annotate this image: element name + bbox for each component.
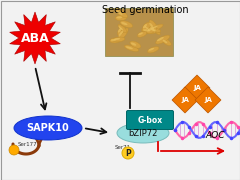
FancyBboxPatch shape (105, 8, 173, 56)
Ellipse shape (142, 22, 151, 31)
Ellipse shape (151, 26, 158, 29)
Ellipse shape (120, 21, 133, 28)
Ellipse shape (130, 41, 141, 48)
Ellipse shape (162, 38, 171, 46)
Text: JA: JA (193, 85, 201, 91)
Ellipse shape (116, 9, 128, 18)
Ellipse shape (118, 24, 127, 33)
Ellipse shape (156, 35, 170, 44)
Ellipse shape (131, 42, 136, 46)
Text: JA: JA (181, 97, 189, 103)
Ellipse shape (142, 28, 156, 34)
Ellipse shape (149, 48, 154, 51)
Ellipse shape (149, 23, 154, 29)
Text: G-box: G-box (138, 116, 162, 125)
Ellipse shape (118, 28, 128, 40)
Ellipse shape (143, 29, 150, 31)
Text: ABA: ABA (21, 31, 49, 44)
Ellipse shape (115, 15, 127, 21)
Ellipse shape (118, 28, 121, 33)
Ellipse shape (110, 38, 121, 43)
Ellipse shape (114, 38, 120, 40)
Ellipse shape (151, 29, 156, 31)
Ellipse shape (147, 47, 159, 53)
Ellipse shape (119, 26, 123, 30)
Ellipse shape (149, 20, 159, 33)
Ellipse shape (121, 22, 127, 25)
Ellipse shape (117, 11, 122, 15)
Ellipse shape (113, 37, 125, 42)
Text: JA: JA (204, 97, 212, 103)
Ellipse shape (116, 16, 122, 19)
Text: Seed germination: Seed germination (102, 5, 188, 15)
Ellipse shape (117, 26, 125, 35)
Text: P: P (125, 148, 131, 158)
Ellipse shape (144, 25, 153, 32)
FancyBboxPatch shape (126, 111, 174, 129)
Ellipse shape (117, 123, 169, 143)
Text: Ser71: Ser71 (115, 145, 131, 150)
Polygon shape (10, 12, 60, 64)
Ellipse shape (137, 31, 147, 37)
Ellipse shape (119, 31, 123, 37)
Text: AOC: AOC (205, 130, 224, 140)
Ellipse shape (148, 28, 152, 31)
Ellipse shape (150, 25, 160, 35)
Ellipse shape (14, 116, 82, 140)
Ellipse shape (150, 27, 156, 32)
Ellipse shape (157, 37, 164, 41)
Polygon shape (184, 75, 210, 101)
Ellipse shape (150, 24, 163, 31)
Ellipse shape (111, 39, 116, 41)
Ellipse shape (143, 24, 147, 28)
Text: bZIP72: bZIP72 (128, 129, 158, 138)
Ellipse shape (147, 26, 156, 34)
Polygon shape (172, 87, 198, 113)
Ellipse shape (138, 32, 143, 35)
Circle shape (9, 145, 19, 155)
Text: SAPK10: SAPK10 (27, 123, 69, 133)
Ellipse shape (145, 26, 149, 30)
Ellipse shape (150, 28, 161, 33)
Circle shape (122, 147, 134, 159)
Ellipse shape (124, 45, 139, 51)
Text: Ser177: Ser177 (18, 142, 38, 147)
Polygon shape (195, 87, 221, 113)
Ellipse shape (126, 46, 133, 49)
Ellipse shape (163, 40, 167, 43)
